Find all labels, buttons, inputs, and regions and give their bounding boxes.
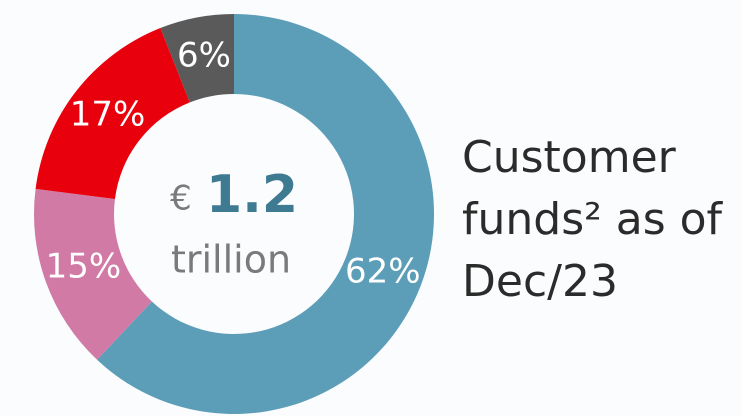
donut-slice — [35, 28, 190, 199]
side-label-line: Dec/23 — [462, 256, 618, 307]
side-label-line: funds² as of — [462, 194, 724, 245]
value-label: 6% — [177, 35, 231, 75]
center-currency: € — [170, 179, 192, 219]
donut-slice — [33, 188, 152, 360]
donut-slice — [160, 14, 234, 103]
value-label: 17% — [70, 94, 146, 134]
center-amount: 1.2 — [206, 165, 298, 225]
donut-slice — [97, 14, 434, 414]
side-label-line: Customer — [462, 132, 677, 183]
center-unit: trillion — [171, 238, 291, 282]
value-label: 15% — [46, 247, 122, 287]
value-label: 62% — [345, 251, 421, 291]
